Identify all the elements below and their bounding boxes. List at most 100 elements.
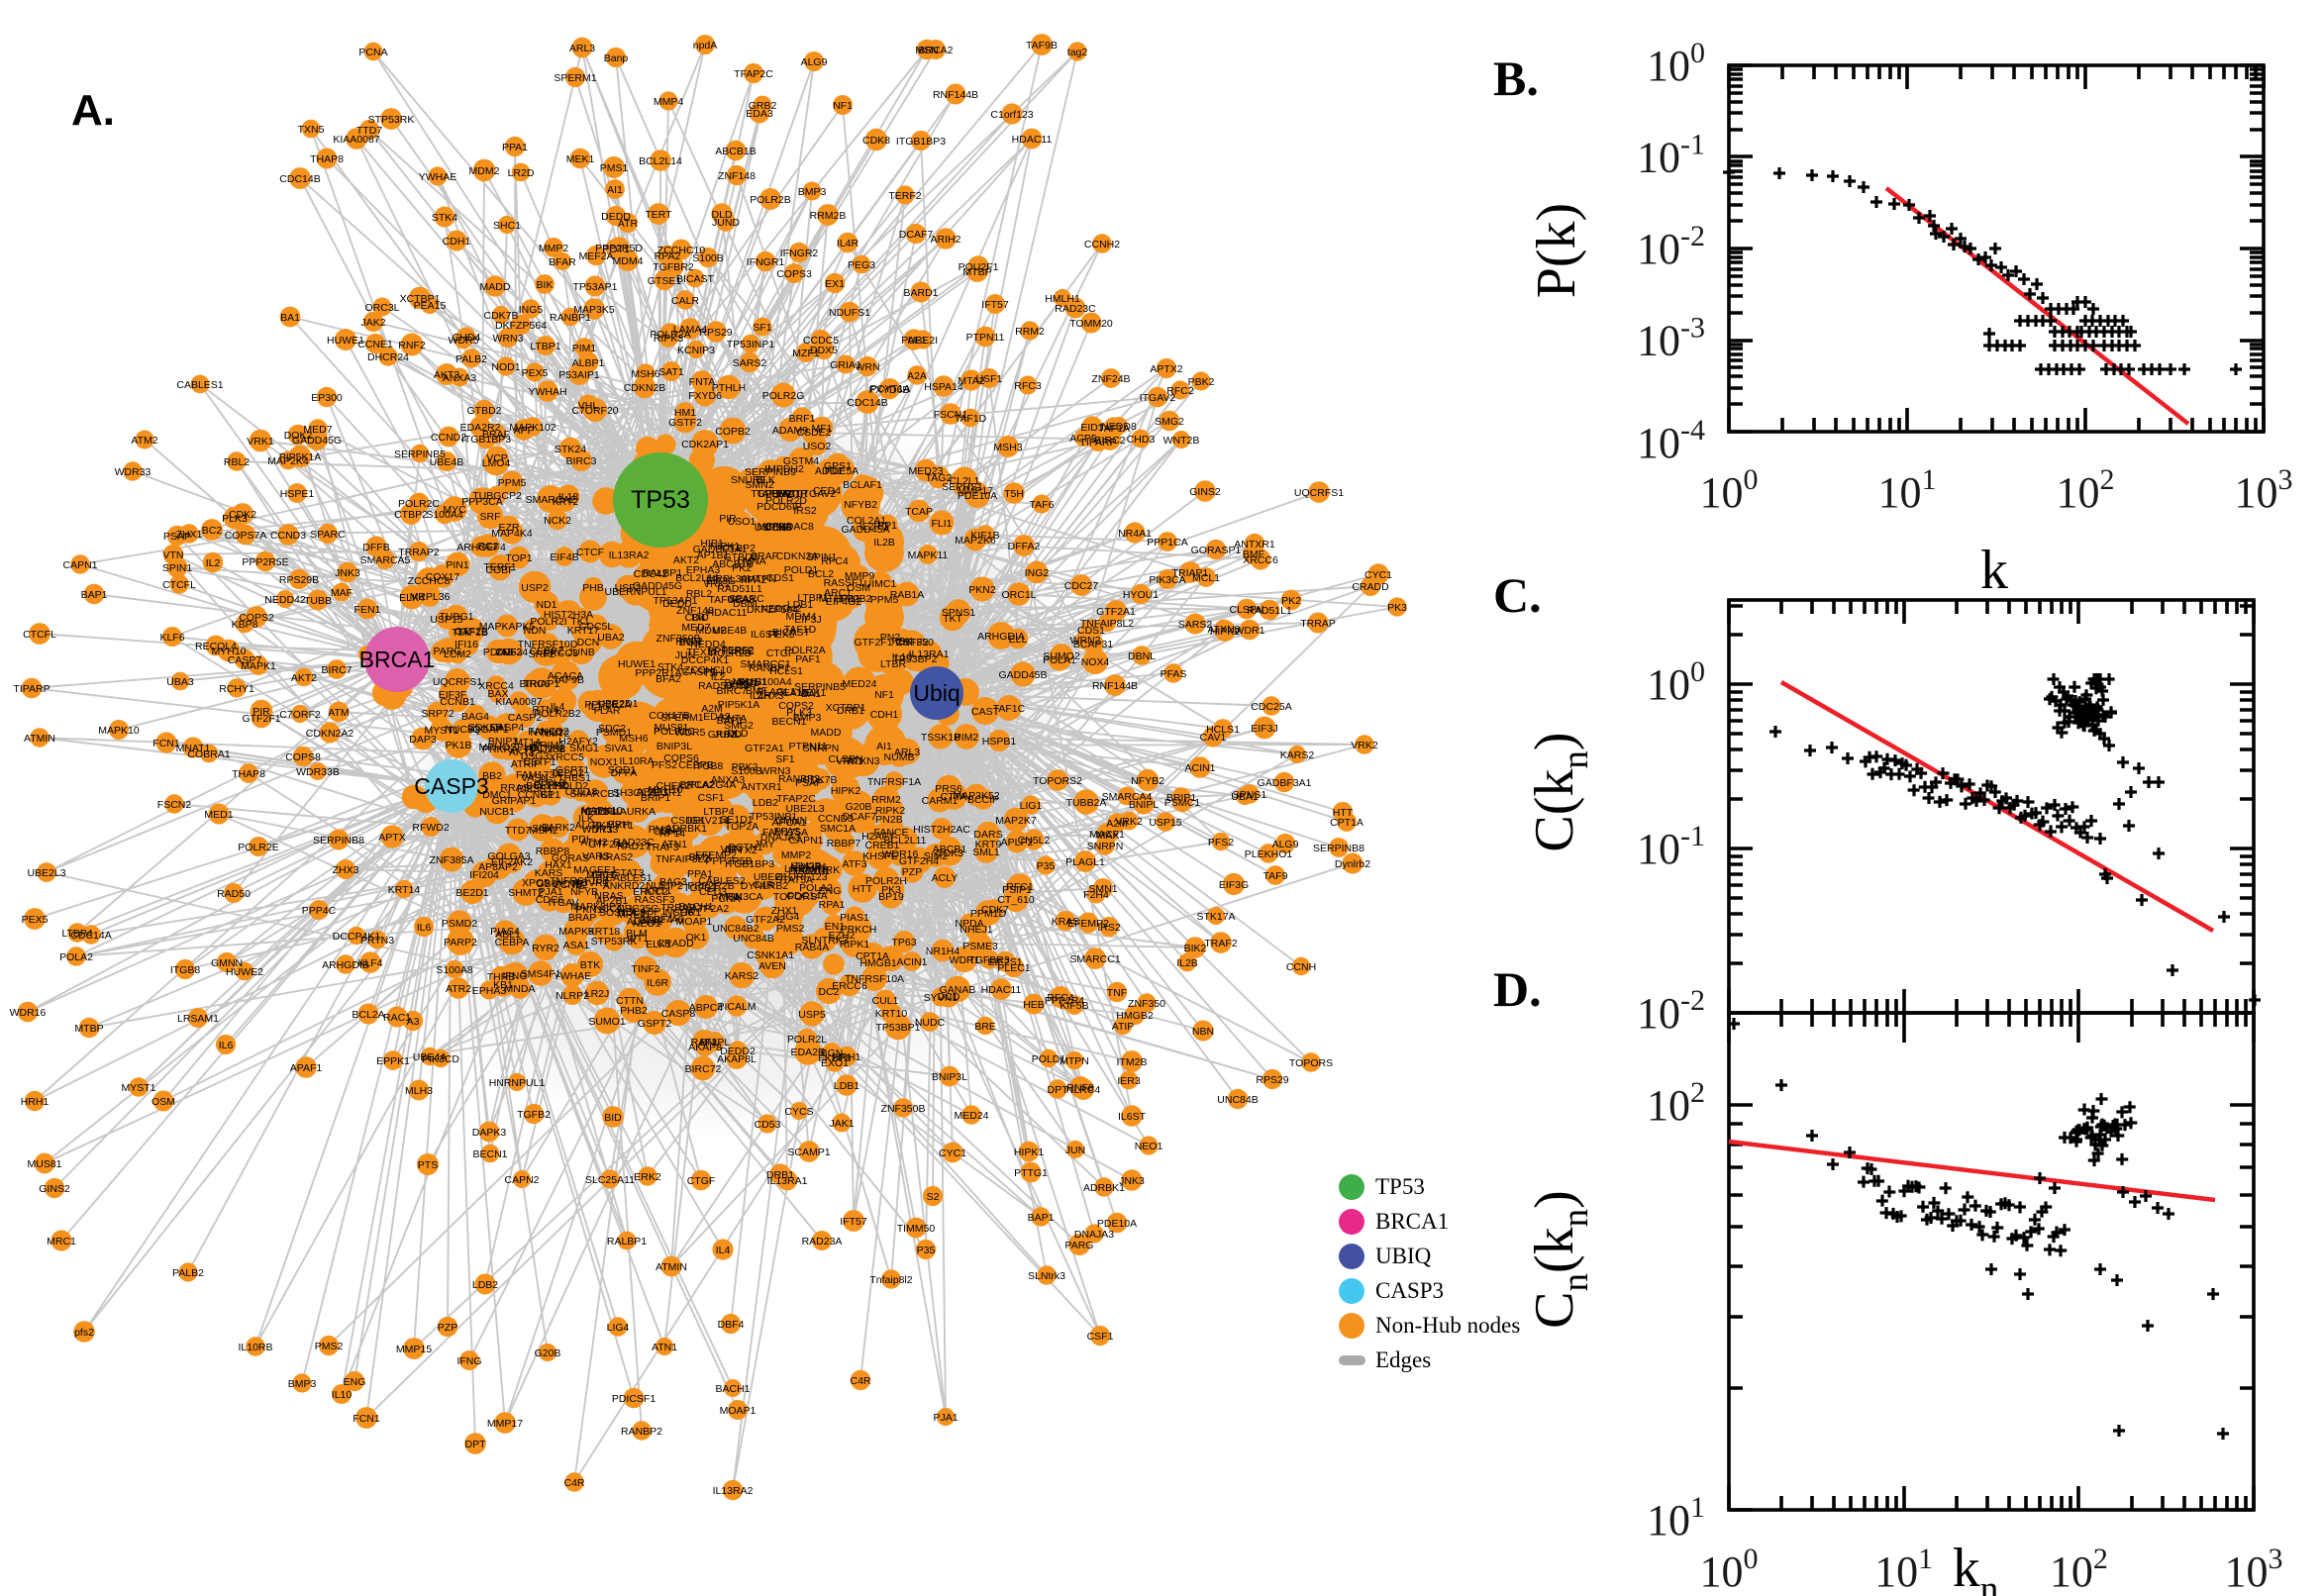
svg-text:HSPB1: HSPB1	[982, 736, 1017, 748]
svg-text:BIK: BIK	[537, 279, 554, 291]
svg-text:BIRC7: BIRC7	[322, 664, 353, 676]
svg-text:CAST: CAST	[971, 706, 1000, 718]
svg-text:GTF2A2: GTF2A2	[746, 914, 785, 926]
svg-text:GTF2A1: GTF2A1	[1096, 606, 1136, 618]
svg-text:LDB1: LDB1	[787, 599, 813, 611]
svg-text:UBA3: UBA3	[727, 594, 755, 606]
svg-text:CD53: CD53	[496, 647, 523, 658]
svg-text:CYC1: CYC1	[939, 1147, 966, 1159]
svg-text:RAD50: RAD50	[217, 888, 251, 900]
svg-text:VRK1: VRK1	[247, 436, 274, 448]
svg-text:RFWD2: RFWD2	[412, 822, 449, 834]
svg-text:NF1: NF1	[874, 689, 894, 701]
svg-text:MEK1: MEK1	[566, 153, 595, 165]
svg-text:BARD1: BARD1	[903, 287, 938, 299]
svg-text:ATR: ATR	[618, 218, 639, 230]
svg-text:CTGF: CTGF	[687, 1175, 716, 1187]
svg-text:SARS2: SARS2	[733, 357, 767, 369]
svg-text:IL4: IL4	[551, 701, 565, 713]
svg-text:KRT9: KRT9	[975, 839, 1002, 850]
svg-text:PIM1: PIM1	[572, 343, 597, 354]
svg-text:ITGB8: ITGB8	[170, 964, 201, 976]
svg-text:BMP3: BMP3	[288, 1378, 317, 1390]
svg-text:pfs2: pfs2	[74, 1327, 94, 1339]
svg-text:EIF3G: EIF3G	[1219, 879, 1249, 891]
svg-text:CASP3: CASP3	[414, 773, 488, 799]
svg-text:POU2F1: POU2F1	[959, 261, 999, 273]
svg-text:CLSPN: CLSPN	[828, 753, 862, 765]
svg-text:CABLES1: CABLES1	[176, 379, 223, 391]
svg-text:TERF2: TERF2	[721, 645, 754, 656]
svg-text:MLH3: MLH3	[405, 1085, 433, 1097]
svg-text:POLR2A: POLR2A	[650, 329, 690, 341]
svg-text:RIPK1: RIPK1	[840, 939, 870, 950]
svg-text:FSCN2: FSCN2	[157, 799, 192, 811]
svg-text:KRT14: KRT14	[388, 884, 421, 896]
svg-text:TUBGCP2: TUBGCP2	[472, 490, 522, 502]
svg-text:TSSK1B: TSSK1B	[921, 732, 960, 744]
svg-text:TNF: TNF	[1107, 987, 1127, 999]
svg-text:LIG1: LIG1	[1020, 800, 1043, 812]
svg-text:POLR2D: POLR2D	[765, 495, 807, 507]
svg-text:KARS2: KARS2	[1280, 749, 1315, 761]
svg-text:P35: P35	[917, 1245, 936, 1256]
svg-text:NCK2: NCK2	[544, 515, 571, 527]
svg-text:DSG3: DSG3	[521, 750, 550, 762]
svg-text:TAF6: TAF6	[1030, 499, 1055, 511]
svg-text:SNK: SNK	[532, 823, 554, 835]
svg-text:CDH3: CDH3	[654, 826, 682, 838]
svg-text:TOPORS: TOPORS	[1289, 1057, 1333, 1069]
svg-text:CD4: CD4	[684, 612, 705, 624]
svg-text:USP5B: USP5B	[755, 522, 788, 534]
svg-text:ARC1: ARC1	[824, 587, 852, 599]
svg-text:IL6: IL6	[417, 922, 432, 934]
svg-text:MTPN: MTPN	[1060, 1055, 1089, 1067]
svg-text:YWHAE: YWHAE	[419, 171, 457, 183]
svg-text:USP2: USP2	[521, 582, 549, 594]
svg-text:A3: A3	[407, 1016, 420, 1028]
svg-text:MDM2: MDM2	[469, 165, 500, 177]
svg-text:HDAC11: HDAC11	[707, 607, 748, 619]
svg-text:MAP2K6: MAP2K6	[955, 535, 996, 547]
svg-text:GTF2F1: GTF2F1	[242, 713, 280, 725]
svg-text:TIMM50: TIMM50	[897, 1223, 936, 1235]
svg-text:HIPK1: HIPK1	[1014, 1147, 1045, 1158]
svg-text:FNTA: FNTA	[689, 376, 716, 388]
svg-text:WDR5: WDR5	[449, 335, 479, 347]
svg-text:COPS8: COPS8	[285, 751, 321, 763]
svg-text:SARS2: SARS2	[1178, 619, 1213, 631]
svg-text:USO1: USO1	[728, 516, 757, 528]
svg-text:JUND: JUND	[712, 217, 740, 229]
svg-text:APTX2: APTX2	[1150, 363, 1182, 375]
svg-text:TNFRSF10D: TNFRSF10D	[518, 639, 578, 650]
svg-text:TOPORS2: TOPORS2	[1033, 775, 1082, 787]
svg-text:TRAF2: TRAF2	[1204, 938, 1237, 949]
svg-text:T5H: T5H	[1004, 488, 1024, 500]
svg-text:PTPN11: PTPN11	[789, 741, 828, 752]
svg-text:PN2: PN2	[880, 632, 901, 644]
svg-text:ITGAV2: ITGAV2	[1140, 392, 1176, 404]
svg-text:THRB: THRB	[487, 971, 516, 983]
svg-text:BCL2A: BCL2A	[352, 1009, 384, 1021]
svg-text:HDAC11: HDAC11	[1012, 134, 1053, 146]
svg-text:PHB2: PHB2	[620, 1005, 648, 1017]
svg-text:CCNH: CCNH	[1286, 961, 1316, 973]
svg-text:VHL: VHL	[578, 400, 599, 412]
svg-text:ENG: ENG	[344, 1376, 366, 1388]
svg-text:TFAP2C: TFAP2C	[734, 68, 773, 80]
svg-text:HRH1: HRH1	[21, 1096, 50, 1108]
svg-text:TCAP: TCAP	[905, 506, 933, 518]
svg-text:DAP3: DAP3	[409, 734, 437, 746]
svg-text:CHD3: CHD3	[1127, 434, 1156, 446]
svg-text:TGFB2: TGFB2	[517, 1109, 551, 1121]
svg-text:EIF3F: EIF3F	[439, 689, 467, 701]
svg-text:PK2: PK2	[1281, 595, 1301, 607]
svg-text:MUS81: MUS81	[27, 1158, 61, 1170]
svg-text:ACTB: ACTB	[556, 878, 583, 890]
svg-text:UBE4A: UBE4A	[413, 1051, 447, 1063]
svg-text:ITM2B: ITM2B	[1117, 1056, 1148, 1068]
svg-text:THAP8: THAP8	[232, 768, 265, 780]
svg-text:AKT2: AKT2	[291, 672, 317, 684]
svg-text:S100B: S100B	[692, 252, 724, 264]
svg-text:LTBP4: LTBP4	[61, 928, 92, 940]
